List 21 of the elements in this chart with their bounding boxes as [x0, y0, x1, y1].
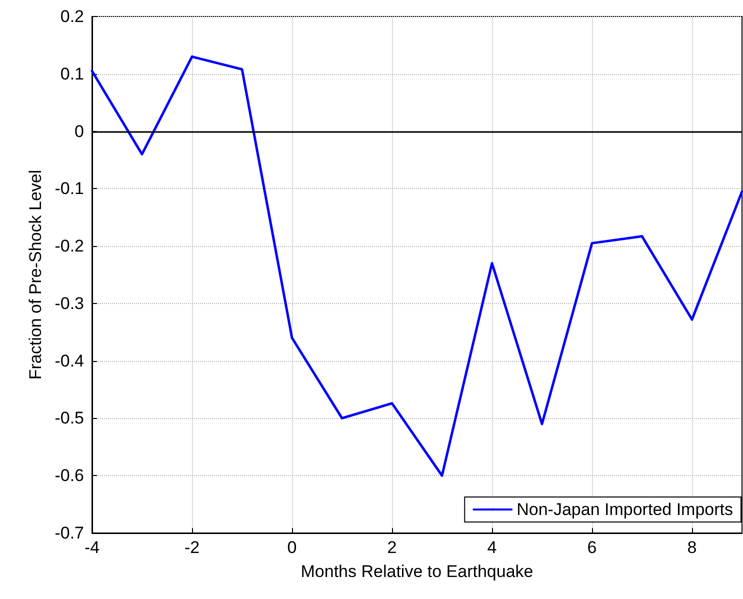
- x-tick-label: 8: [687, 538, 697, 557]
- y-tick-label: 0: [74, 122, 84, 141]
- x-tick-label: 6: [587, 538, 597, 557]
- y-tick-label: -0.7: [54, 524, 84, 542]
- line-series: [90, 55, 743, 477]
- y-axis-title: Fraction of Pre-Shock Level: [26, 170, 45, 380]
- y-tick-label: -0.2: [54, 236, 84, 256]
- y-tick-label: -0.4: [54, 351, 84, 370]
- x-tick-label: 2: [387, 538, 397, 557]
- y-tick-label: 0.1: [60, 64, 84, 84]
- y-tick-label: 0.2: [60, 7, 84, 26]
- y-tick-label: -0.1: [54, 179, 84, 198]
- y-tick-label: -0.3: [54, 294, 84, 313]
- x-axis-title: Months Relative to Earthquake: [300, 562, 534, 581]
- y-tick-label: -0.6: [54, 466, 84, 486]
- x-tick-label: -2: [184, 538, 200, 557]
- y-tick-label: -0.5: [54, 408, 84, 428]
- x-tick-label: 0: [287, 538, 297, 557]
- x-tick-label: 4: [487, 538, 497, 557]
- x-tick-label: -4: [84, 538, 100, 557]
- legend-label: Non-Japan Imported Imports: [516, 500, 734, 519]
